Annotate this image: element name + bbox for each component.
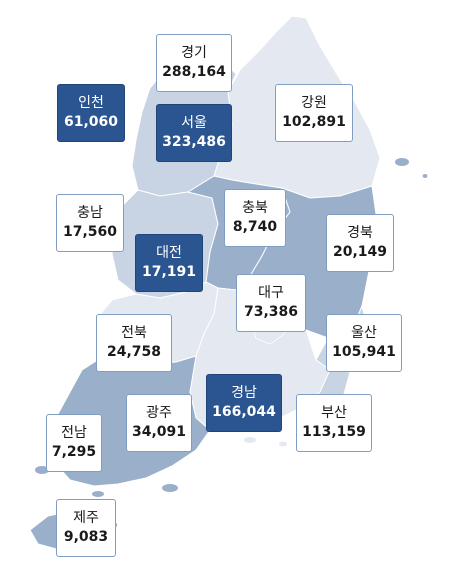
region-label-gyeongbuk[interactable]: 경북 20,149	[326, 214, 394, 272]
region-label-jeonnam[interactable]: 전남 7,295	[46, 414, 102, 472]
region-value: 17,560	[62, 224, 118, 240]
region-name: 울산	[351, 325, 377, 341]
region-name: 충북	[242, 200, 268, 216]
region-label-chungbuk[interactable]: 충북 8,740	[224, 189, 286, 247]
region-label-daegu[interactable]: 대구 73,386	[236, 274, 306, 332]
region-label-daejeon[interactable]: 대전 17,191	[135, 234, 203, 292]
region-name: 경기	[181, 45, 207, 61]
island-south-4	[244, 437, 256, 443]
region-name: 전남	[61, 425, 87, 441]
region-value: 102,891	[282, 114, 346, 130]
region-name: 대전	[156, 245, 182, 261]
island-south-2	[92, 491, 104, 497]
region-value: 20,149	[332, 244, 388, 260]
region-name: 전북	[121, 325, 147, 341]
region-value: 105,941	[332, 344, 396, 360]
region-value: 166,044	[212, 404, 276, 420]
island-ulleung	[395, 158, 409, 166]
region-value: 7,295	[51, 444, 97, 460]
region-name: 제주	[73, 510, 99, 526]
region-value: 323,486	[162, 134, 226, 150]
island-south-1	[35, 466, 49, 474]
island-south-3	[162, 484, 178, 492]
region-name: 인천	[78, 95, 104, 111]
region-label-jeju[interactable]: 제주 9,083	[56, 499, 116, 557]
region-label-seoul[interactable]: 서울 323,486	[156, 104, 232, 162]
region-value: 17,191	[141, 264, 197, 280]
region-value: 61,060	[63, 114, 119, 130]
region-value: 8,740	[232, 219, 278, 235]
region-name: 부산	[321, 405, 347, 421]
region-value: 9,083	[63, 529, 109, 545]
region-label-incheon[interactable]: 인천 61,060	[57, 84, 125, 142]
region-value: 113,159	[302, 424, 366, 440]
region-value: 73,386	[243, 304, 299, 320]
region-label-gyeonggi[interactable]: 경기 288,164	[156, 34, 232, 92]
region-label-gyeongnam[interactable]: 경남 166,044	[206, 374, 282, 432]
region-value: 34,091	[131, 424, 187, 440]
region-label-gwangju[interactable]: 광주 34,091	[126, 394, 192, 452]
region-name: 서울	[181, 115, 207, 131]
region-value: 288,164	[162, 64, 226, 80]
region-name: 경북	[347, 225, 373, 241]
region-name: 강원	[301, 95, 327, 111]
region-label-chungnam[interactable]: 충남 17,560	[56, 194, 124, 252]
region-value: 24,758	[106, 344, 162, 360]
region-label-ulsan[interactable]: 울산 105,941	[326, 314, 402, 372]
region-label-busan[interactable]: 부산 113,159	[296, 394, 372, 452]
island-south-5	[279, 441, 287, 447]
region-name: 충남	[77, 205, 103, 221]
region-name: 경남	[231, 385, 257, 401]
region-name: 대구	[258, 285, 284, 301]
region-label-gangwon[interactable]: 강원 102,891	[275, 84, 353, 142]
island-dokdo	[422, 174, 428, 178]
region-label-jeonbuk[interactable]: 전북 24,758	[96, 314, 172, 372]
region-name: 광주	[146, 405, 172, 421]
